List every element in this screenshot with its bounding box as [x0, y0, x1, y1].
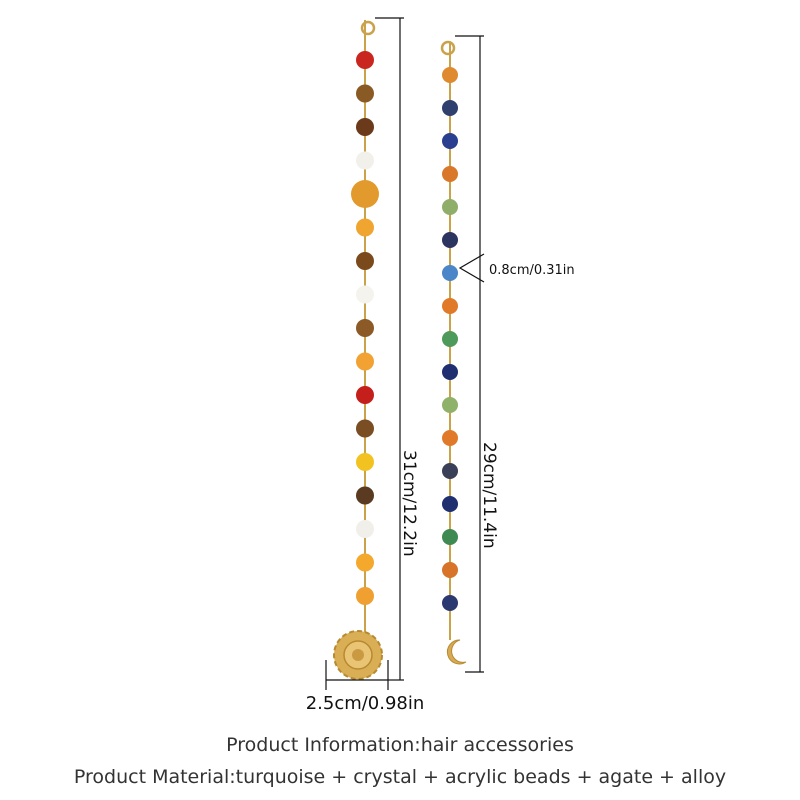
bead — [356, 84, 374, 103]
bead — [356, 51, 374, 69]
bead-size-label: 0.8cm/0.31in — [489, 263, 575, 278]
right-length-label: 29cm/11.4in — [479, 442, 499, 549]
bead — [442, 232, 458, 248]
dimension-line — [458, 253, 485, 283]
sun-charm — [333, 630, 383, 680]
bead — [442, 331, 458, 347]
bead — [351, 180, 379, 208]
bead — [356, 520, 374, 538]
bead — [442, 166, 458, 182]
bead — [442, 496, 458, 512]
clasp — [440, 40, 456, 56]
bead — [442, 265, 458, 281]
bead — [356, 419, 374, 438]
bead — [442, 100, 458, 116]
bead — [442, 364, 458, 380]
bead — [442, 397, 458, 413]
bead — [356, 218, 374, 237]
bead — [442, 529, 458, 545]
charm-width-label: 2.5cm/0.98in — [306, 693, 425, 714]
bead — [442, 133, 458, 149]
clasp — [360, 20, 376, 36]
bead — [442, 67, 458, 83]
bead — [442, 463, 458, 479]
bead — [442, 595, 458, 611]
bead — [442, 298, 458, 314]
bead — [356, 352, 374, 371]
bead — [356, 386, 374, 404]
chains — [333, 20, 467, 680]
bead — [356, 486, 374, 505]
bead — [356, 252, 374, 270]
product-info: Product Information:hair accessories — [226, 734, 574, 756]
bead — [356, 453, 374, 471]
bead — [356, 151, 374, 170]
bead — [356, 118, 374, 136]
left-length-label: 31cm/12.2in — [399, 450, 419, 557]
product-material: Product Material:turquoise + crystal + a… — [74, 766, 726, 788]
bead — [356, 319, 374, 337]
moon-charm — [446, 639, 467, 665]
bead — [356, 285, 374, 304]
dimension-lines — [325, 17, 485, 690]
bead — [356, 587, 374, 605]
bead — [442, 562, 458, 578]
bead — [442, 199, 458, 215]
bead — [442, 430, 458, 446]
bead — [356, 553, 374, 572]
